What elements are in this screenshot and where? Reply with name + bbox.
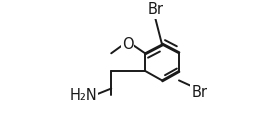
Text: Br: Br (191, 85, 207, 100)
Text: O: O (122, 37, 133, 52)
Text: Br: Br (147, 2, 163, 17)
Text: H₂N: H₂N (69, 88, 97, 103)
